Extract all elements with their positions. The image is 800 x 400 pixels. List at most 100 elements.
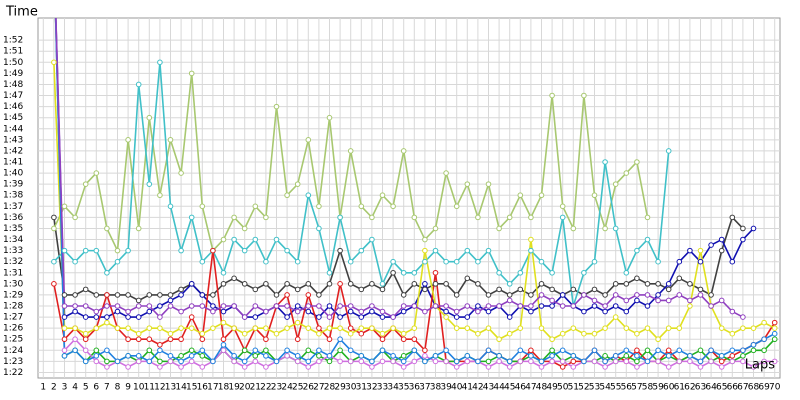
data-point bbox=[506, 364, 513, 370]
data-point bbox=[146, 358, 153, 365]
data-point bbox=[82, 330, 89, 337]
y-tick-label: 1:24 bbox=[3, 346, 23, 356]
data-point bbox=[61, 203, 68, 210]
data-point bbox=[506, 297, 513, 304]
data-point bbox=[326, 269, 333, 276]
x-tick-label: 21 bbox=[250, 383, 261, 393]
data-point bbox=[157, 358, 163, 365]
data-point bbox=[82, 286, 89, 293]
data-point bbox=[294, 303, 301, 309]
x-tick-label: 68 bbox=[748, 383, 760, 393]
data-point bbox=[337, 281, 343, 287]
data-point bbox=[496, 358, 502, 365]
data-point bbox=[422, 347, 428, 354]
data-point bbox=[634, 292, 640, 298]
x-tick-label: 35 bbox=[398, 383, 409, 393]
data-point bbox=[612, 353, 619, 359]
data-point bbox=[157, 347, 163, 354]
x-tick-label: 54 bbox=[599, 383, 611, 393]
data-point bbox=[263, 353, 269, 359]
data-point bbox=[559, 292, 566, 298]
data-point bbox=[114, 325, 121, 331]
data-point bbox=[316, 292, 322, 298]
data-point bbox=[581, 308, 587, 315]
data-point bbox=[453, 308, 460, 315]
data-point bbox=[634, 353, 640, 359]
data-point bbox=[485, 181, 492, 187]
x-tick-label: 3 bbox=[62, 383, 68, 393]
data-point bbox=[581, 330, 587, 337]
y-tick-label: 1:48 bbox=[3, 80, 23, 90]
data-point bbox=[528, 347, 534, 354]
data-point bbox=[358, 247, 365, 254]
data-point bbox=[517, 192, 524, 199]
data-point bbox=[358, 358, 365, 365]
data-point bbox=[390, 203, 396, 210]
data-point bbox=[634, 275, 640, 282]
data-point bbox=[284, 347, 290, 354]
data-point bbox=[135, 358, 142, 365]
x-tick-label: 8 bbox=[115, 383, 121, 393]
x-tick-label: 12 bbox=[154, 383, 165, 393]
x-tick-label: 70 bbox=[769, 383, 781, 393]
data-point bbox=[708, 242, 714, 248]
data-point bbox=[496, 269, 502, 276]
x-tick-label: 19 bbox=[228, 383, 240, 393]
data-point bbox=[135, 353, 142, 359]
data-point bbox=[475, 303, 481, 309]
x-tick-label: 51 bbox=[568, 383, 579, 393]
data-point bbox=[82, 358, 89, 365]
data-point bbox=[93, 170, 100, 176]
data-point bbox=[263, 364, 269, 370]
data-point bbox=[740, 347, 746, 354]
data-point bbox=[559, 364, 566, 370]
data-point bbox=[305, 303, 312, 309]
data-point bbox=[729, 347, 736, 354]
data-point bbox=[570, 225, 577, 232]
data-point bbox=[104, 303, 110, 309]
data-point bbox=[496, 303, 502, 309]
x-tick-label: 65 bbox=[716, 383, 727, 393]
data-point bbox=[199, 303, 206, 309]
data-point bbox=[634, 347, 640, 354]
data-point bbox=[422, 281, 428, 287]
data-point bbox=[369, 303, 375, 309]
x-axis-label: Laps bbox=[745, 358, 775, 373]
x-tick-label: 67 bbox=[737, 383, 748, 393]
data-point bbox=[432, 225, 439, 232]
data-point bbox=[644, 358, 651, 365]
data-point bbox=[316, 203, 322, 210]
data-point bbox=[210, 303, 216, 309]
data-point bbox=[263, 347, 269, 354]
data-point bbox=[443, 281, 449, 287]
data-point bbox=[305, 358, 312, 365]
data-point bbox=[188, 281, 195, 287]
x-tick-label: 27 bbox=[313, 383, 324, 393]
data-point bbox=[146, 336, 153, 343]
data-point bbox=[316, 325, 322, 331]
x-tick-label: 50 bbox=[557, 383, 569, 393]
data-point bbox=[549, 358, 555, 365]
data-point bbox=[72, 347, 78, 354]
data-point bbox=[411, 358, 418, 365]
data-point bbox=[337, 325, 343, 331]
data-point bbox=[199, 353, 206, 359]
data-point bbox=[528, 247, 534, 254]
data-point bbox=[82, 347, 89, 354]
data-point bbox=[114, 292, 121, 298]
data-point bbox=[411, 347, 418, 354]
data-point bbox=[538, 364, 545, 370]
data-point bbox=[316, 330, 322, 337]
x-tick-label: 48 bbox=[536, 383, 548, 393]
data-point bbox=[305, 292, 312, 298]
data-point bbox=[570, 325, 577, 331]
data-point bbox=[718, 364, 725, 370]
y-tick-label: 1:49 bbox=[3, 69, 23, 79]
data-point bbox=[135, 225, 142, 232]
data-point bbox=[284, 192, 290, 199]
data-point bbox=[135, 330, 142, 337]
data-point bbox=[167, 137, 174, 143]
data-point bbox=[326, 314, 333, 320]
data-point bbox=[411, 303, 418, 309]
data-point bbox=[241, 281, 248, 287]
